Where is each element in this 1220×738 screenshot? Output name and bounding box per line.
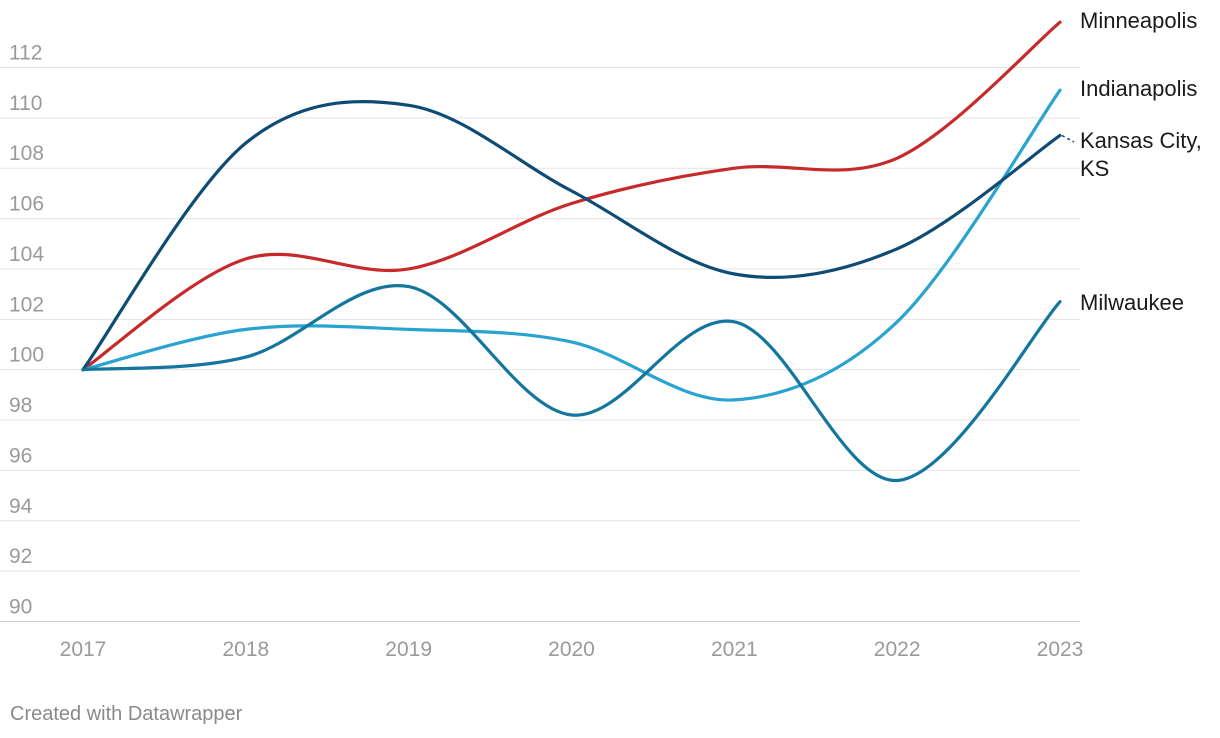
y-axis-ticks: 90 92 94 96 98 100 102 104 106 108 110 112 (9, 42, 44, 619)
series-lines (81, 20, 1062, 483)
label-connector-kansas-city-ks (1061, 134, 1075, 143)
y-tick-label-100: 100 (9, 344, 44, 367)
x-tick-label-2023: 2023 (1037, 638, 1084, 661)
series-labels: Minneapolis Indianapolis Kansas City, KS Mil… (1061, 8, 1202, 315)
x-axis-ticks: 2017 2018 2019 2020 2021 2022 2023 (60, 638, 1084, 661)
x-tick-label-2018: 2018 (222, 638, 269, 661)
x-tick-label-2022: 2022 (874, 638, 921, 661)
series-label-milwaukee: Milwaukee (1080, 290, 1184, 315)
x-tick-label-2019: 2019 (385, 638, 432, 661)
y-tick-label-96: 96 (9, 444, 32, 467)
y-tick-label-112: 112 (9, 42, 42, 65)
y-tick-label-106: 106 (9, 193, 44, 216)
x-tick-label-2020: 2020 (548, 638, 595, 661)
series-line-milwaukee (81, 284, 1062, 483)
series-line-minneapolis (81, 20, 1062, 372)
series-line-indianapolis (81, 88, 1062, 402)
y-tick-label-102: 102 (9, 293, 44, 316)
y-tick-label-104: 104 (9, 243, 44, 266)
y-tick-label-110: 110 (9, 92, 42, 115)
y-tick-label-94: 94 (9, 495, 33, 518)
gridlines (0, 67, 1080, 622)
series-label-indianapolis: Indianapolis (1080, 76, 1197, 101)
x-tick-label-2017: 2017 (60, 638, 107, 661)
datawrapper-credit[interactable]: Created with Datawrapper (10, 703, 243, 725)
y-tick-label-92: 92 (9, 545, 32, 568)
series-label-kansas-city-ks: Kansas City, KS (1080, 128, 1202, 181)
series-label-minneapolis: Minneapolis (1080, 8, 1197, 33)
y-tick-label-98: 98 (9, 394, 32, 417)
y-tick-label-90: 90 (9, 596, 32, 619)
series-line-kansas-city-ks (81, 99, 1062, 372)
y-tick-label-108: 108 (9, 142, 44, 165)
x-tick-label-2021: 2021 (711, 638, 758, 661)
